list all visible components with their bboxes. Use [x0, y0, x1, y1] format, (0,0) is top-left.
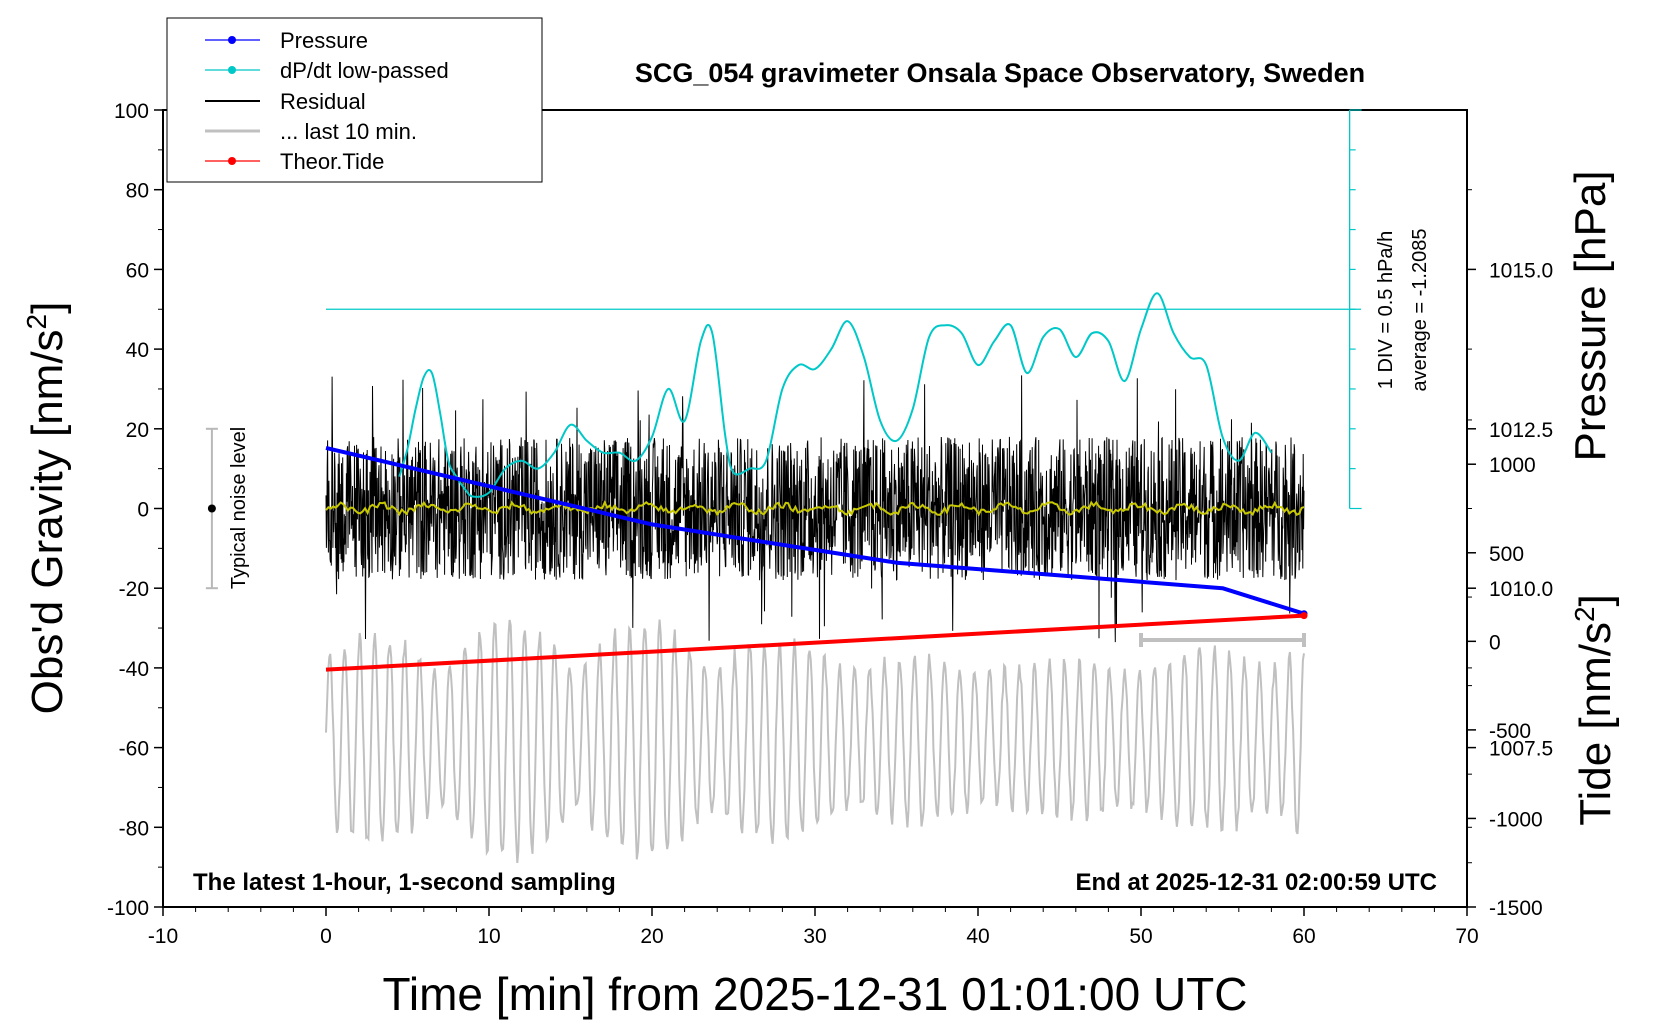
legend-label-pressure: Pressure — [280, 28, 368, 53]
x-tick-label: -10 — [148, 925, 178, 948]
gravity-tick-label: -60 — [119, 738, 149, 761]
dpdt-line — [398, 292, 1273, 498]
y-axis-label-gravity: Obs'd Gravity [nm/s2] — [21, 302, 72, 715]
gravity-tick-label: -100 — [107, 897, 149, 920]
legend-label-tide: Theor.Tide — [280, 149, 384, 174]
residual-line — [325, 375, 1305, 643]
annotation-sampling: The latest 1-hour, 1-second sampling — [193, 869, 616, 896]
pressure-tick-label: 1015.0 — [1489, 259, 1553, 282]
tide-tick-label: 1000 — [1489, 454, 1536, 477]
tide-end-marker — [1300, 612, 1308, 620]
gravity-tick-label: -80 — [119, 817, 149, 840]
legend-label-dpdt: dP/dt low-passed — [280, 58, 449, 83]
gravity-tick-label: 0 — [137, 499, 149, 522]
y-axis-label-tide-close: ] — [1571, 594, 1620, 606]
pressure-tick-label: 1012.5 — [1489, 419, 1553, 442]
gravity-tick-label: -40 — [119, 658, 149, 681]
residual-lowpass-line — [325, 500, 1305, 517]
x-tick-label: 30 — [803, 925, 826, 948]
tide-tick-label: 500 — [1489, 543, 1524, 566]
dpdt-average-label: average = -1.2085 — [1409, 229, 1431, 392]
y-axis-label-gravity-text: Obs'd Gravity [nm/s — [23, 329, 72, 714]
x-tick-label: 20 — [640, 925, 663, 948]
x-tick-label: 70 — [1455, 925, 1478, 948]
y-axis-label-tide-text: Tide [nm/s — [1571, 622, 1620, 826]
chart-title: SCG_054 gravimeter Onsala Space Observat… — [635, 58, 1365, 88]
tide-tick-label: -1500 — [1489, 897, 1543, 920]
legend-label-last10: ... last 10 min. — [280, 119, 417, 144]
legend-label-residual: Residual — [280, 89, 366, 114]
tide-line — [325, 613, 1305, 672]
noise-level-label: Typical noise level — [228, 427, 250, 589]
legend-marker-dpdt — [228, 66, 236, 74]
gravity-tick-label: 80 — [126, 180, 149, 203]
tide-tick-label: 0 — [1489, 631, 1501, 654]
x-tick-label: 50 — [1129, 925, 1152, 948]
x-tick-label: 60 — [1292, 925, 1315, 948]
gravity-tick-label: 20 — [126, 419, 149, 442]
tide-tick-label: -500 — [1489, 720, 1531, 743]
y-axis-label-pressure: Pressure [hPa] — [1566, 170, 1615, 461]
legend-marker-pressure — [228, 36, 236, 44]
tide-tick-label: -1000 — [1489, 808, 1543, 831]
y-axis-label-tide: Tide [nm/s2] — [1569, 594, 1620, 826]
legend: Pressure dP/dt low-passed Residual ... l… — [166, 17, 543, 183]
pressure-tick-label: 1010.0 — [1489, 578, 1553, 601]
gravity-tick-label: 40 — [126, 339, 149, 362]
series-layer — [205, 109, 1362, 863]
pressure-line — [325, 445, 1305, 616]
gravity-tick-label: -20 — [119, 578, 149, 601]
y-axis-label-tide-sup: 2 — [1569, 606, 1600, 622]
dpdt-scale-label: 1 DIV = 0.5 hPa/h — [1375, 231, 1397, 389]
last-10-min-line — [325, 619, 1305, 863]
pressure-tick-label: 1007.5 — [1489, 738, 1553, 761]
y-axis-label-gravity-close: ] — [23, 302, 72, 314]
axis-ticks: -10 0 10 20 30 40 50 60 70100806040200-20-40-60-… — [107, 100, 1553, 948]
y-axis-label-gravity-sup: 2 — [21, 314, 52, 330]
legend-marker-tide — [228, 157, 236, 165]
gravity-tick-label: 60 — [126, 259, 149, 282]
x-tick-label: 0 — [320, 925, 332, 948]
gravity-tick-label: 100 — [114, 100, 149, 123]
x-tick-label: 10 — [477, 925, 500, 948]
annotation-end-time: End at 2025-12-31 02:00:59 UTC — [1076, 869, 1438, 896]
x-axis-label: Time [min] from 2025-12-31 01:01:00 UTC — [383, 968, 1248, 1020]
x-tick-label: 40 — [966, 925, 989, 948]
noise-level-center — [207, 504, 216, 513]
